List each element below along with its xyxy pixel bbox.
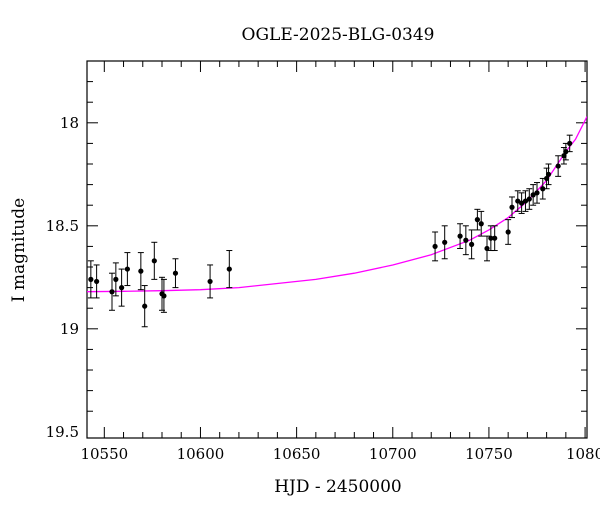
data-point (478, 221, 484, 227)
x-tick-label: 10750 (465, 445, 513, 463)
data-point (509, 204, 515, 210)
data-point (138, 268, 144, 274)
plot-area: 10550 10600 10650 10700 10750 1080 18 18.5 19 19.… (46, 60, 600, 463)
x-tick-label: 10650 (273, 445, 321, 463)
data-point (457, 233, 463, 239)
data-point (515, 198, 521, 204)
data-point (522, 198, 529, 204)
data-point (544, 175, 550, 182)
data-point (526, 196, 532, 202)
x-tick-label: 1080 (566, 445, 600, 463)
data-point (530, 192, 536, 198)
data-point (463, 237, 469, 243)
data-point (94, 278, 100, 285)
data-point (88, 276, 94, 282)
y-tick-label: 19.5 (46, 423, 79, 441)
data-point (561, 153, 567, 159)
data-point (124, 266, 130, 272)
y-axis-label: I magnitude (9, 198, 29, 302)
x-axis-label: HJD - 2450000 (274, 477, 402, 497)
data-point (534, 190, 540, 196)
data-point (172, 270, 179, 276)
data-point (442, 239, 448, 245)
data-point (484, 245, 490, 252)
data-point (545, 171, 552, 177)
data-point (488, 235, 494, 241)
data-point (492, 235, 498, 241)
y-tick-label: 18.5 (46, 217, 79, 235)
x-tick-label: 10600 (177, 445, 225, 463)
data-point (119, 285, 125, 291)
data-point (432, 243, 438, 250)
data-point (563, 149, 569, 155)
data-point (567, 140, 573, 147)
plot-frame (86, 60, 588, 439)
data-point (109, 289, 115, 295)
data-point (519, 200, 525, 206)
data-point (151, 258, 157, 264)
chart-title: OGLE-2025-BLG-0349 (242, 25, 435, 45)
data-point (226, 266, 232, 272)
data-point (161, 293, 167, 299)
x-tick-label: 10550 (80, 445, 128, 463)
data-point (505, 229, 511, 235)
data-point (142, 303, 148, 309)
data-point (207, 278, 213, 285)
data-point (113, 276, 119, 282)
y-tick-label: 19 (60, 320, 79, 338)
x-tick-label: 10700 (369, 445, 417, 463)
y-tick-label: 18 (60, 114, 79, 132)
data-point (555, 163, 561, 169)
data-point (474, 217, 480, 223)
data-point (540, 186, 546, 192)
data-point (469, 241, 475, 247)
